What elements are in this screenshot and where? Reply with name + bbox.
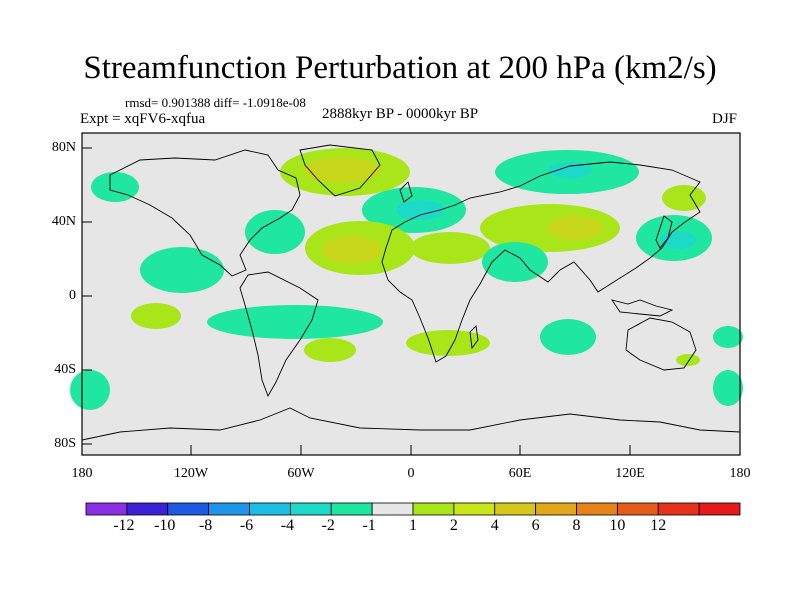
colorbar-label: 12 [650, 517, 667, 534]
chart-title: Streamfunction Perturbation at 200 hPa (… [83, 50, 717, 86]
field-patches [70, 148, 743, 410]
lon-label-60w: 60W [287, 466, 315, 481]
map-ticks [81, 147, 741, 455]
patch-kamchatka-positive [662, 185, 706, 211]
colorbar-swatch [494, 502, 537, 516]
season-label: DJF [712, 111, 738, 127]
coast-eurasia-africa [381, 161, 701, 363]
coast-greenland [299, 144, 381, 197]
colorbar-label: 10 [609, 517, 626, 534]
patch-spacific-positive [131, 303, 181, 329]
lat-label-80s: 80S [54, 436, 76, 451]
colorbar-swatch [330, 502, 373, 516]
patch-japan-core [660, 231, 696, 249]
lat-label-80n: 80N [51, 140, 76, 155]
patch-satlantic-positive [304, 338, 356, 362]
lon-label-120e: 120E [615, 466, 645, 481]
lon-label-180e: 180 [729, 466, 751, 481]
colorbar-label: -12 [113, 517, 135, 534]
lat-label-0: 0 [69, 288, 76, 303]
patch-africa-positive [410, 232, 490, 264]
coast-australia [625, 317, 697, 371]
colorbar-label: 4 [490, 517, 499, 534]
lon-label-60e: 60E [508, 466, 532, 481]
coast-south-america [239, 271, 319, 398]
colorbar-label: 8 [572, 517, 581, 534]
lat-label-40s: 40S [54, 362, 76, 377]
colorbar-label: -6 [239, 517, 254, 534]
colorbar-swatch [167, 502, 210, 516]
patch-east-negative [713, 326, 743, 348]
patch-siberia-core [548, 162, 592, 178]
colorbar-swatch [208, 502, 250, 516]
coast-uk [399, 181, 413, 203]
coast-north-america [109, 149, 301, 277]
patch-pacific-negative [140, 247, 224, 293]
colorbar-swatch [289, 502, 332, 516]
lon-label-180w: 180 [71, 466, 93, 481]
patch-greenland-core [304, 157, 380, 183]
period-label: 2888kyr BP - 0000kyr BP [322, 106, 479, 122]
coastlines [81, 144, 741, 441]
colorbar-swatch [249, 502, 291, 516]
patch-atlantic-core [322, 236, 382, 264]
colorbar-swatch [535, 502, 577, 516]
patch-indian-negative [540, 319, 596, 355]
colorbar-label: 1 [409, 517, 417, 534]
colorbar-swatch [126, 502, 169, 516]
patch-west-south-negative [70, 370, 110, 410]
coast-antarctica [81, 407, 741, 441]
lon-label-120w: 120W [173, 466, 209, 481]
patch-europe-core [396, 200, 444, 220]
patch-alaska-negative [91, 172, 139, 202]
patch-east-south-negative [713, 370, 743, 406]
patch-australia-positive [676, 354, 700, 366]
patch-arabia-negative [482, 242, 548, 282]
colorbar-label: -4 [280, 517, 295, 534]
colorbar-swatch [576, 502, 618, 516]
colorbar-swatch [371, 502, 414, 516]
colorbar-swatch [616, 502, 659, 516]
colorbar-swatch [657, 502, 700, 516]
lon-label-0: 0 [407, 466, 415, 481]
coast-madagascar [469, 325, 479, 350]
colorbar-swatch [412, 502, 455, 516]
stats-text: rmsd= 0.901388 diff= -1.0918e-08 [125, 95, 306, 110]
colorbar-label: 6 [531, 517, 540, 534]
coast-indonesia [610, 299, 674, 317]
colorbar [85, 502, 741, 516]
colorbar-swatch [698, 502, 741, 516]
colorbar-label: -8 [198, 517, 213, 534]
colorbar-swatch [453, 502, 496, 516]
experiment-label: Expt = xqFV6-xqfua [80, 111, 206, 127]
patch-samerica-negative [207, 305, 383, 339]
lat-label-40n: 40N [51, 214, 76, 229]
patch-asia-core [547, 216, 603, 240]
colorbar-label: -10 [154, 517, 176, 534]
colorbar-label: 2 [449, 517, 458, 534]
colorbar-label: -1 [362, 517, 376, 534]
coast-japan [655, 215, 673, 249]
colorbar-swatch [85, 502, 128, 516]
colorbar-label: -2 [321, 517, 335, 534]
map-background [82, 133, 740, 455]
patch-namerica-negative [245, 210, 305, 254]
